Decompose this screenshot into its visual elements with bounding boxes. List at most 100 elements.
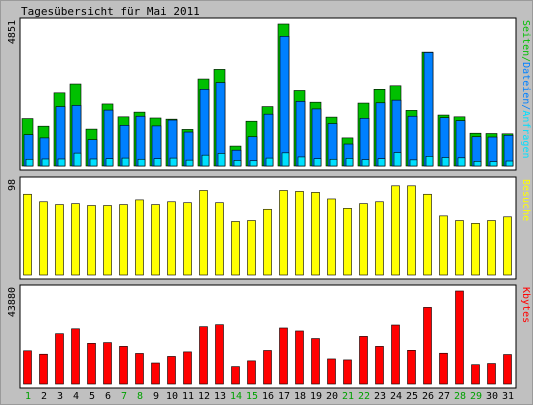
x-tick-label-day-27: 27	[438, 391, 450, 402]
bar-seiten-day-6	[105, 158, 114, 167]
x-tick-label-day-6: 6	[105, 391, 111, 402]
bar-seiten-day-18	[297, 156, 306, 167]
bar-visits-day-18	[295, 191, 304, 276]
bar-kbytes-day-17	[279, 327, 288, 385]
bar-kbytes-day-21	[343, 359, 352, 385]
bar-seiten-day-31	[505, 160, 514, 167]
bar-kbytes-day-20	[327, 358, 336, 385]
bar-visits-day-1	[23, 193, 32, 276]
kbytes-legend: Kbytes	[520, 287, 531, 323]
bar-dateien-day-22	[359, 117, 370, 167]
bar-visits-day-27	[439, 215, 448, 276]
bar-dateien-day-25	[407, 115, 418, 167]
bar-dateien-day-19	[311, 108, 322, 167]
bar-dateien-day-3	[55, 106, 66, 167]
bar-seiten-day-4	[73, 152, 82, 167]
bar-seiten-day-9	[153, 158, 162, 167]
legend-seiten: Seiten/	[520, 20, 531, 62]
bar-kbytes-day-30	[487, 363, 496, 385]
bar-dateien-day-23	[375, 102, 386, 167]
bar-kbytes-day-28	[455, 290, 464, 385]
bar-kbytes-day-22	[359, 336, 368, 385]
requests-panel: 4851 Seiten/Dateien/Anfragen	[7, 17, 531, 171]
bar-seiten-day-1	[25, 158, 34, 167]
x-tick-label-day-12: 12	[198, 391, 210, 402]
bar-visits-day-28	[455, 220, 464, 276]
visits-legend: Besuche	[520, 179, 531, 221]
bar-kbytes-day-5	[87, 343, 96, 385]
bar-kbytes-day-26	[423, 307, 432, 385]
bar-visits-day-31	[503, 216, 512, 276]
bar-kbytes-day-27	[439, 352, 448, 385]
bar-visits-day-23	[375, 201, 384, 276]
legend-anfragen: Anfragen	[520, 110, 531, 158]
x-tick-label-day-5: 5	[89, 391, 95, 402]
x-tick-label-day-29: 29	[470, 391, 482, 402]
kbytes-panel: 43880 Kbytes	[7, 284, 531, 389]
x-tick-label-day-4: 4	[73, 391, 79, 402]
x-tick-label-day-3: 3	[57, 391, 63, 402]
x-tick-label-day-11: 11	[182, 391, 194, 402]
bar-kbytes-day-31	[503, 354, 512, 385]
bar-visits-day-4	[71, 203, 80, 276]
legend-dateien: Dateien/	[520, 62, 531, 110]
bar-visits-day-2	[39, 201, 48, 276]
bar-kbytes-day-11	[183, 351, 192, 385]
kbytes-ymax-label: 43880	[7, 287, 18, 317]
x-tick-label-day-7: 7	[121, 391, 127, 402]
bar-seiten-day-25	[409, 159, 418, 167]
bar-visits-day-13	[215, 202, 224, 276]
x-tick-label-day-31: 31	[502, 391, 514, 402]
bar-kbytes-day-24	[391, 324, 400, 385]
bar-seiten-day-17	[281, 152, 290, 167]
x-tick-label-day-24: 24	[390, 391, 402, 402]
bar-seiten-day-26	[425, 156, 434, 167]
bar-seiten-day-27	[441, 157, 450, 167]
bar-visits-day-29	[471, 223, 480, 276]
bar-kbytes-day-4	[71, 328, 80, 385]
requests-ymax-label: 4851	[7, 20, 18, 44]
bar-visits-day-16	[263, 208, 272, 276]
bar-seiten-day-2	[41, 158, 50, 167]
x-tick-label-day-19: 19	[310, 391, 322, 402]
bar-visits-day-5	[87, 205, 96, 276]
x-tick-label-day-8: 8	[137, 391, 143, 402]
x-tick-label-day-21: 21	[342, 391, 354, 402]
bar-visits-day-12	[199, 190, 208, 276]
x-tick-label-day-16: 16	[262, 391, 274, 402]
x-tick-label-day-30: 30	[486, 391, 498, 402]
bar-seiten-day-20	[329, 158, 338, 167]
bar-seiten-day-10	[169, 157, 178, 167]
bar-kbytes-day-8	[135, 353, 144, 385]
bar-seiten-day-8	[137, 158, 146, 167]
bar-visits-day-20	[327, 198, 336, 276]
x-tick-label-day-13: 13	[214, 391, 226, 402]
x-tick-label-day-26: 26	[422, 391, 434, 402]
bar-kbytes-day-12	[199, 326, 208, 385]
bar-dateien-day-26	[423, 52, 434, 167]
x-tick-label-day-20: 20	[326, 391, 338, 402]
bar-seiten-day-14	[233, 160, 242, 167]
bar-visits-day-26	[423, 193, 432, 276]
visits-panel: 98 Besuche	[7, 176, 531, 280]
bar-kbytes-day-2	[39, 353, 48, 385]
bar-visits-day-10	[167, 201, 176, 276]
bar-seiten-day-30	[489, 161, 498, 167]
bar-seiten-day-13	[217, 153, 226, 167]
bar-visits-day-7	[119, 204, 128, 276]
bar-kbytes-day-23	[375, 346, 384, 385]
bar-visits-day-25	[407, 185, 416, 276]
bar-kbytes-day-6	[103, 342, 112, 385]
visits-ymax-label: 98	[7, 179, 18, 191]
bar-seiten-day-5	[89, 158, 98, 167]
x-tick-label-day-28: 28	[454, 391, 466, 402]
legend-kbytes: Kbytes	[520, 287, 531, 323]
x-tick-label-day-14: 14	[230, 391, 242, 402]
bar-seiten-day-16	[265, 157, 274, 167]
bar-dateien-day-18	[295, 101, 306, 167]
bar-seiten-day-3	[57, 158, 66, 167]
x-tick-label-day-1: 1	[25, 391, 31, 402]
bar-seiten-day-29	[473, 161, 482, 167]
